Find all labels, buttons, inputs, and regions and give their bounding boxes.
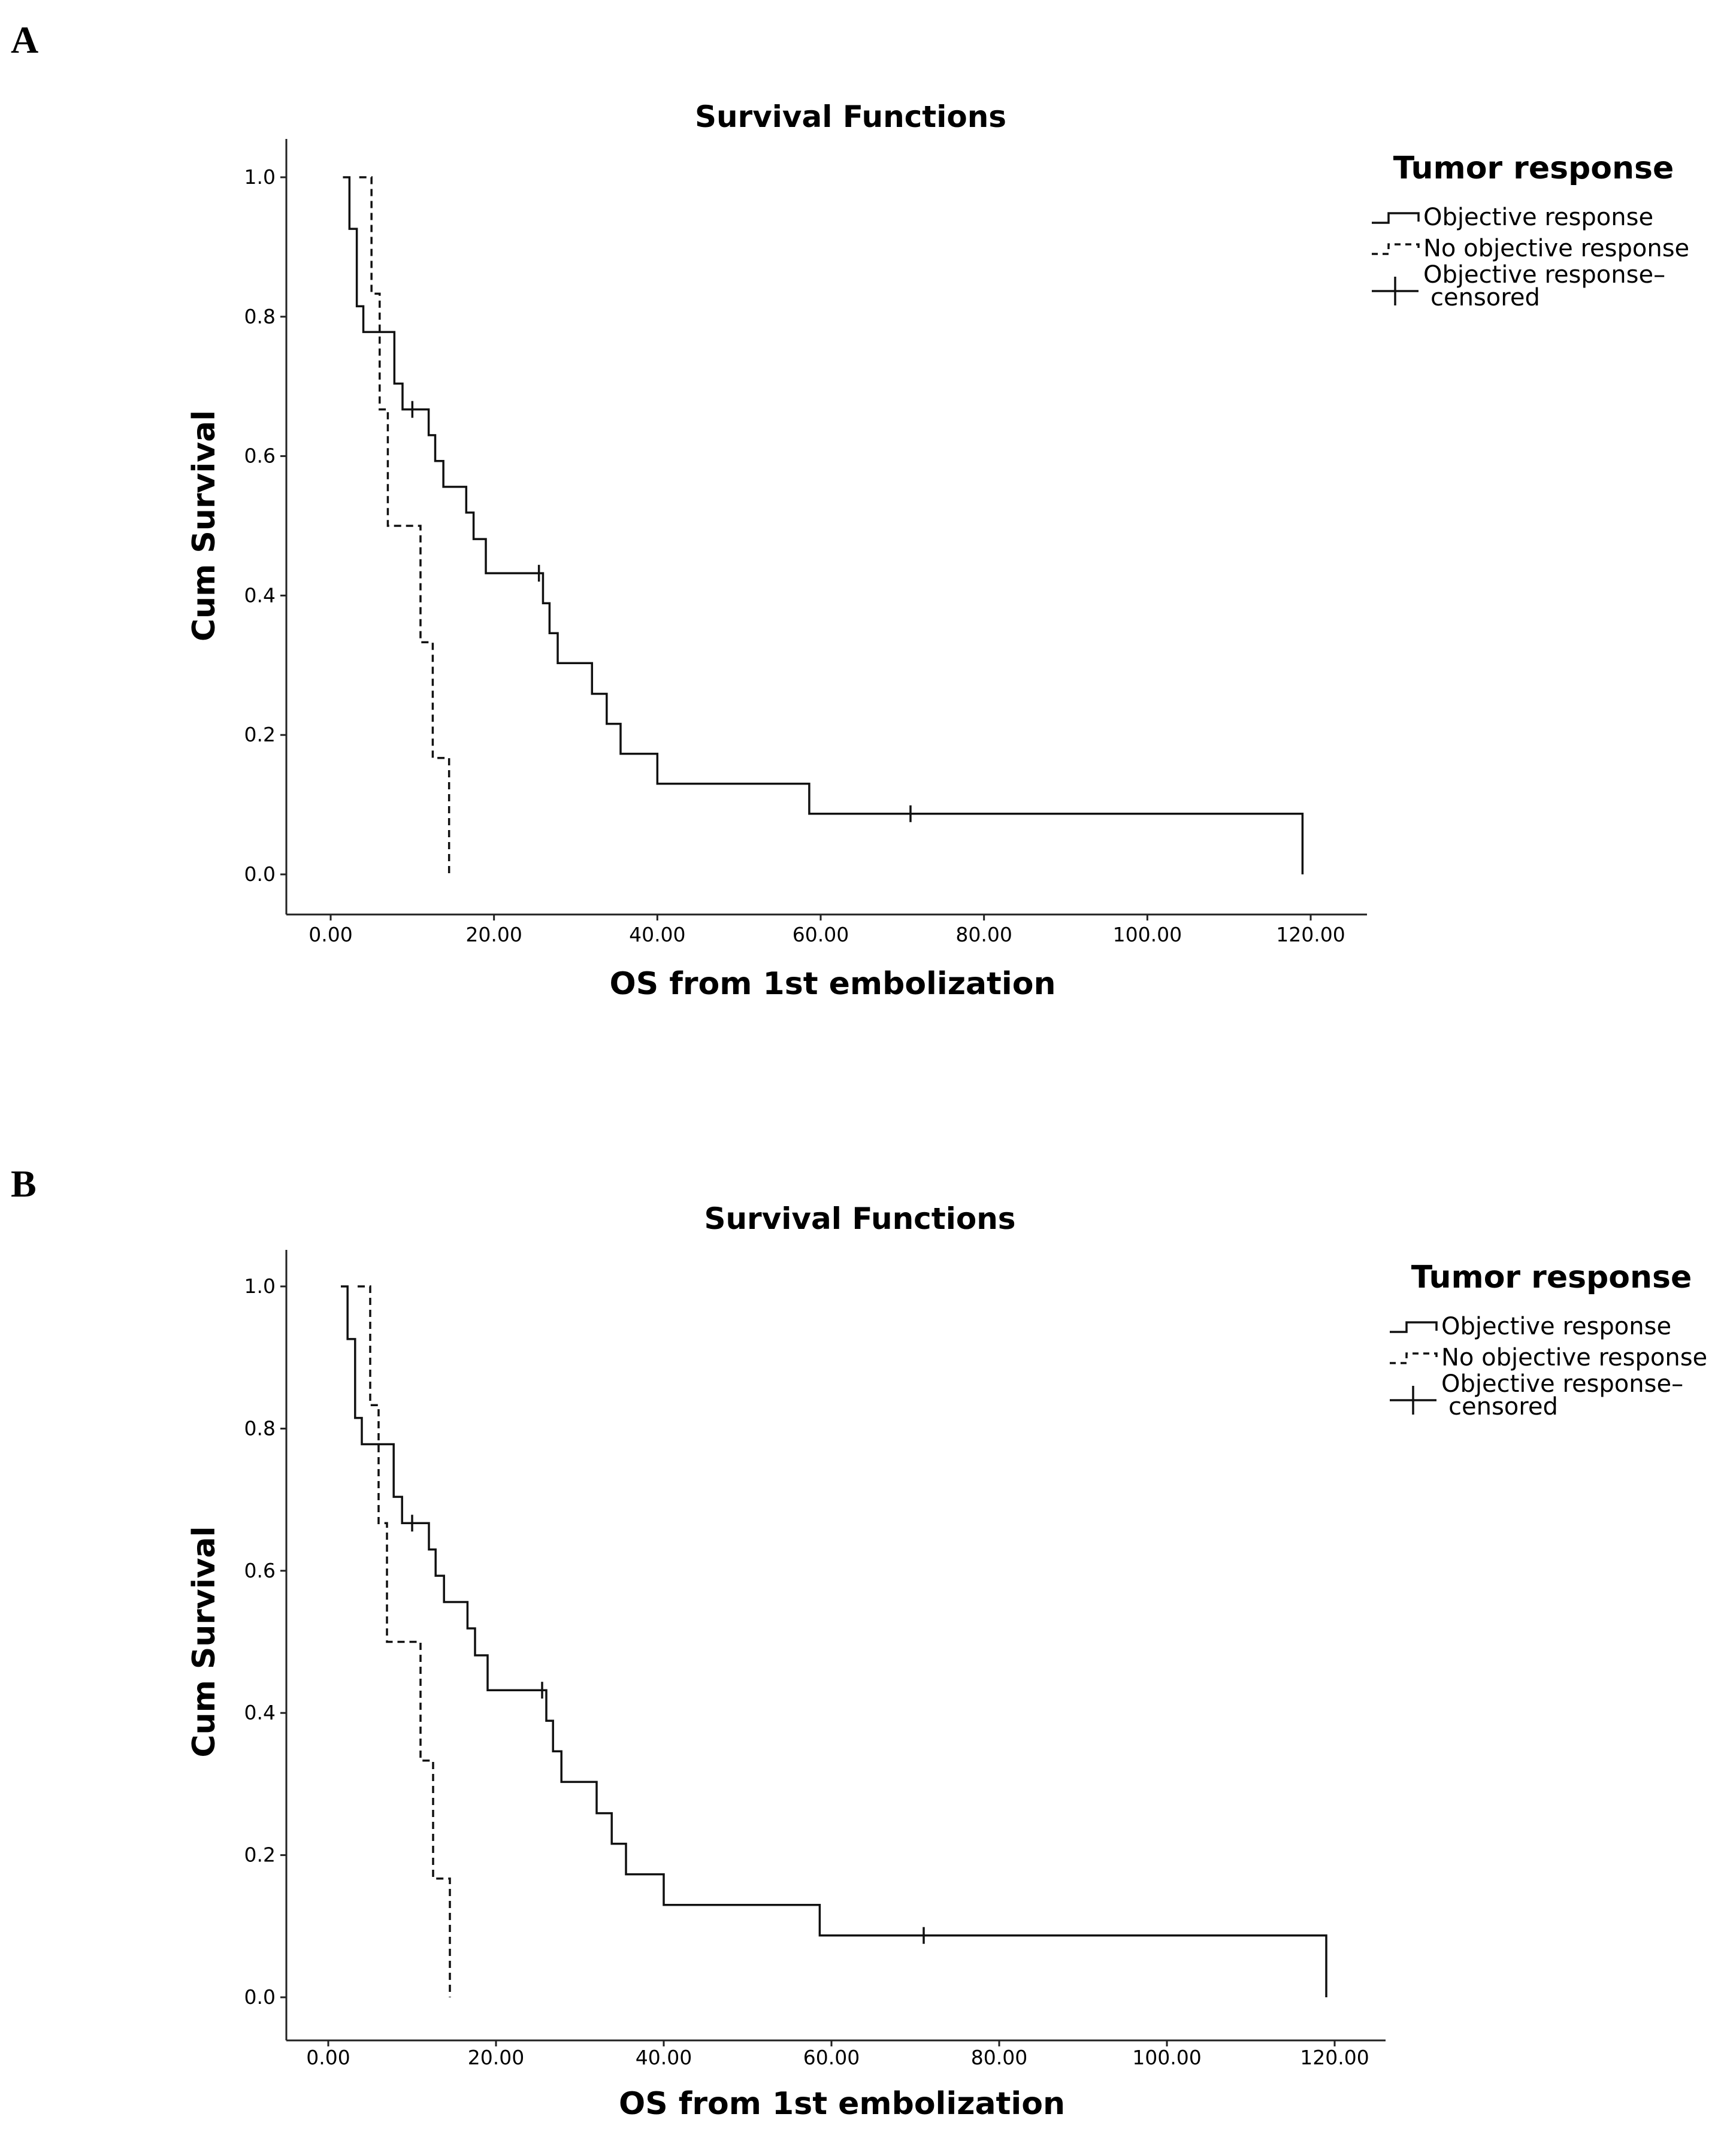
- legend-entry-censored-line1: Objective response–: [1441, 1370, 1683, 1398]
- chart-title: Survival Functions: [704, 1201, 1015, 1236]
- y-tick-label: 0.4: [244, 1701, 276, 1724]
- legend-entry-no-objective-response: No objective response: [1423, 235, 1689, 262]
- survival-curve-no-objective-response: [359, 176, 450, 874]
- legend-entry-objective-response: Objective response: [1423, 204, 1653, 231]
- legend-entry-censored-line1: Objective response–: [1423, 261, 1665, 289]
- x-tick-label: 20.00: [465, 923, 522, 946]
- x-tick-label: 100.00: [1113, 923, 1182, 946]
- x-axis-label: OS from 1st embolization: [619, 2086, 1065, 2122]
- x-tick-label: 40.00: [629, 923, 685, 946]
- y-axis-label: Cum Survival: [186, 1526, 222, 1757]
- legend: Tumor response Objective response No objec…: [1372, 150, 1689, 311]
- y-tick-label: 0.6: [244, 444, 276, 468]
- y-tick-label: 0.2: [244, 1843, 276, 1867]
- legend-swatch-solid: [1372, 212, 1420, 224]
- y-axis-label: Cum Survival: [186, 410, 222, 641]
- x-tick-label: 0.00: [306, 2046, 350, 2069]
- x-tick-label: 0.00: [309, 923, 352, 946]
- legend-swatch-dashed: [1390, 1352, 1438, 1364]
- legend: Tumor response Objective response No objec…: [1390, 1259, 1707, 1421]
- legend-entry-censored-line2: censored: [1430, 284, 1540, 311]
- y-tick-label: 1.0: [244, 1274, 276, 1298]
- x-tick-label: 60.00: [803, 2046, 860, 2069]
- x-tick-label: 40.00: [636, 2046, 692, 2069]
- panel-A: A Survival Functions 0.0 0.2 0.4 0.6 0.8 1.0 0.0…: [11, 19, 1689, 1002]
- x-tick-label: 80.00: [971, 2046, 1027, 2069]
- legend-title: Tumor response: [1411, 1259, 1692, 1295]
- panel-label: A: [11, 19, 38, 61]
- x-tick-label: 60.00: [793, 923, 849, 946]
- x-tick-label: 120.00: [1276, 923, 1345, 946]
- chart-title: Survival Functions: [695, 99, 1006, 134]
- legend-entry-censored-line2: censored: [1448, 1393, 1558, 1421]
- x-tick-label: 120.00: [1300, 2046, 1369, 2069]
- panel-label: B: [11, 1162, 37, 1205]
- x-tick-label: 80.00: [955, 923, 1012, 946]
- legend-entry-objective-response: Objective response: [1441, 1313, 1671, 1340]
- x-tick-label: 20.00: [468, 2046, 524, 2069]
- y-tick-label: 0.0: [244, 862, 276, 886]
- survival-curve-no-objective-response: [358, 1285, 451, 1997]
- y-tick-label: 0.6: [244, 1559, 276, 1582]
- legend-title: Tumor response: [1393, 150, 1674, 186]
- survival-curve-objective-response: [341, 1285, 1327, 1997]
- y-tick-label: 0.2: [244, 723, 276, 746]
- y-tick-label: 0.4: [244, 583, 276, 607]
- y-tick-label: 0.8: [244, 305, 276, 328]
- legend-swatch-dashed: [1372, 243, 1420, 255]
- x-tick-label: 100.00: [1132, 2046, 1201, 2069]
- y-tick-label: 1.0: [244, 165, 276, 189]
- y-tick-label: 0.0: [244, 1985, 276, 2009]
- y-tick-label: 0.8: [244, 1416, 276, 1440]
- x-axis-label: OS from 1st embolization: [610, 966, 1056, 1002]
- legend-entry-no-objective-response: No objective response: [1441, 1344, 1707, 1371]
- legend-swatch-solid: [1390, 1321, 1438, 1333]
- panel-B: B Survival Functions 0.0 0.2 0.4 0.6 0.8 1.0 0.0…: [11, 1162, 1707, 2122]
- survival-curve-objective-response: [343, 176, 1304, 874]
